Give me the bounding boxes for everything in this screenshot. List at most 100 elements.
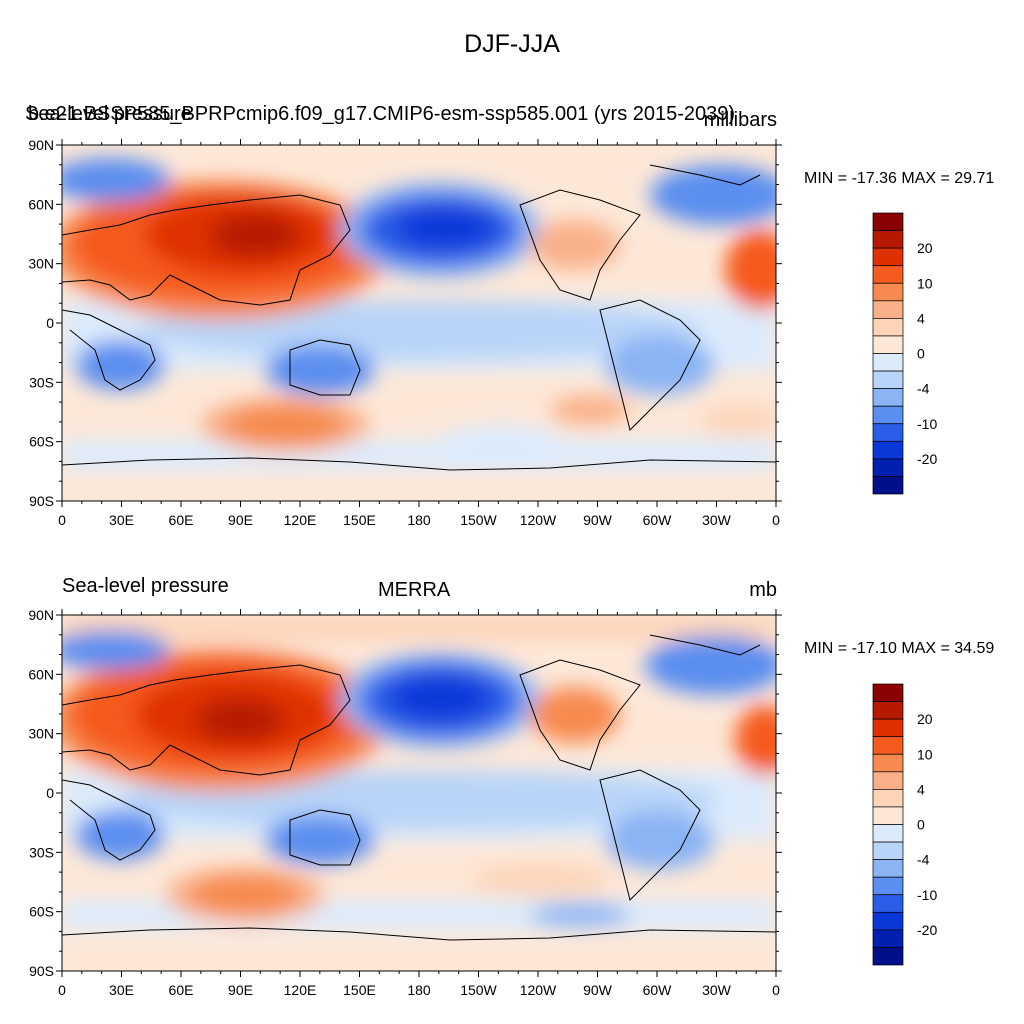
figure-title: DJF-JJA [464,30,560,58]
panel2-colorbar-box [872,806,904,825]
panel1-lat-label: 90S [29,493,54,509]
panel1-minmax: MIN = -17.36 MAX = 29.71 [804,170,995,187]
panel1-colorbar-box [872,247,904,267]
panel1-colorbar-box [872,353,904,372]
panel1-lon-label: 180 [407,512,431,528]
panel2-colorbar-box [872,683,904,702]
panel1-colorbar-box [872,230,904,249]
panel1-colorbar-box [872,318,904,337]
panel1-lon-label: 60E [169,512,194,528]
panel1-colorbar-label: 10 [917,275,933,291]
panel1-colorbar-label: -10 [917,416,937,432]
panel1-coastlines [62,164,776,471]
panel1-units: millibars [703,109,777,131]
panel2-colorbar-label: 10 [917,746,933,762]
panel1-colorbar-box [872,388,904,407]
panel2-colorbar-label: 0 [917,817,925,833]
panel2-lon-label: 150E [343,982,376,998]
panel2-colorbar-box [872,929,904,948]
panel2-minmax: MIN = -17.10 MAX = 34.59 [804,640,995,657]
panel1-colorbar-box [872,476,904,495]
panel2-colorbar-box [872,824,904,843]
panel1-lon-label: 150W [460,512,497,528]
panel2-lon-label: 90E [228,982,253,998]
panel1-left-title: Sea-level pressure [25,103,192,125]
panel2-colorbar-box [872,736,904,755]
panel1-colorbar-box [872,212,904,231]
panel2-colorbar-box [872,718,904,738]
panel1-colorbar-box [872,405,904,425]
panel2-center-title: MERRA [378,579,451,601]
panel2-lon-label: 180 [407,982,431,998]
panel2-lon-label: 0 [58,982,66,998]
panel1-colorbar-label: 20 [917,240,933,256]
panel2-colorbar-box [872,841,904,860]
panel2-map [62,615,776,971]
panel2-lat-label: 60S [29,904,54,920]
panel1-colorbar-label: 4 [917,310,925,326]
panel1-colorbar-box [872,440,904,460]
panel2-lon-label: 120E [284,982,317,998]
panel2-lat-label: 0 [46,785,54,801]
panel2-colorbar-box [872,876,904,896]
panel1-lon-label: 90E [228,512,253,528]
panel2-lon-label: 60W [643,982,673,998]
panel2-colorbar-box [872,894,904,913]
panel2-lon-label: 0 [772,982,780,998]
panel1-lat-label: 90N [28,137,54,153]
panel2-lat-label: 30S [29,844,54,860]
panel2-lon-label: 120W [520,982,557,998]
panel1-lon-label: 30E [109,512,134,528]
panel2-left-title: Sea-level pressure [62,575,229,597]
panel2-lon-label: 30W [702,982,732,998]
panel2-lat-label: 60N [28,666,54,682]
panel2-colorbar-box [872,911,904,931]
panel2-colorbar: 20 10 4 0 -4 -10 -20 [872,683,937,966]
panel1-colorbar-label: -20 [917,451,937,467]
panel1-lon-label: 120E [284,512,317,528]
panel2-lon-label: 30E [109,982,134,998]
panel2-units: mb [749,579,777,601]
panel1-lon-label: 60W [643,512,673,528]
panel2-lat-label: 90N [28,607,54,623]
panel1-colorbar-label: -4 [917,381,930,397]
panel1-lon-label: 90W [583,512,613,528]
panel2-coastlines [62,634,776,941]
panel1-lat-label: 60N [28,196,54,212]
panel1-colorbar-box [872,458,904,477]
panel1-lat-label: 30S [29,374,54,390]
panel2-colorbar-label: 20 [917,711,933,727]
panel1-lon-label: 150E [343,512,376,528]
panel1-map [62,145,776,501]
panel2-lon-label: 90W [583,982,613,998]
panel2-lat-label: 90S [29,963,54,979]
panel1-lon-label: 30W [702,512,732,528]
panel2-colorbar-label: -4 [917,852,930,868]
panel2-lon-label: 150W [460,982,497,998]
panel1-lat-label: 60S [29,434,54,450]
panel2-colorbar-box [872,701,904,720]
panel1-colorbar-box [872,335,904,354]
panel1-lon-label: 0 [58,512,66,528]
panel2-colorbar-label: -10 [917,887,937,903]
panel2-colorbar-label: 4 [917,781,925,797]
panel2-lat-label: 30N [28,726,54,742]
panel1-colorbar-box [872,265,904,284]
panel2-colorbar-box [872,771,904,790]
panel2-colorbar-box [872,859,904,878]
panel1-colorbar-box [872,300,904,319]
panel1-lat-label: 30N [28,256,54,272]
panel1-lon-label: 0 [772,512,780,528]
panel2-colorbar-label: -20 [917,922,937,938]
panel1-lat-label: 0 [46,315,54,331]
panel1-colorbar: 20 10 4 0 -4 -10 -20 [872,212,937,495]
panel1-colorbar-label: 0 [917,346,925,362]
panel1-lon-label: 120W [520,512,557,528]
panel2-lon-label: 60E [169,982,194,998]
panel2-colorbar-box [872,947,904,966]
panel2-colorbar-box [872,789,904,808]
panel2-colorbar-box [872,753,904,773]
